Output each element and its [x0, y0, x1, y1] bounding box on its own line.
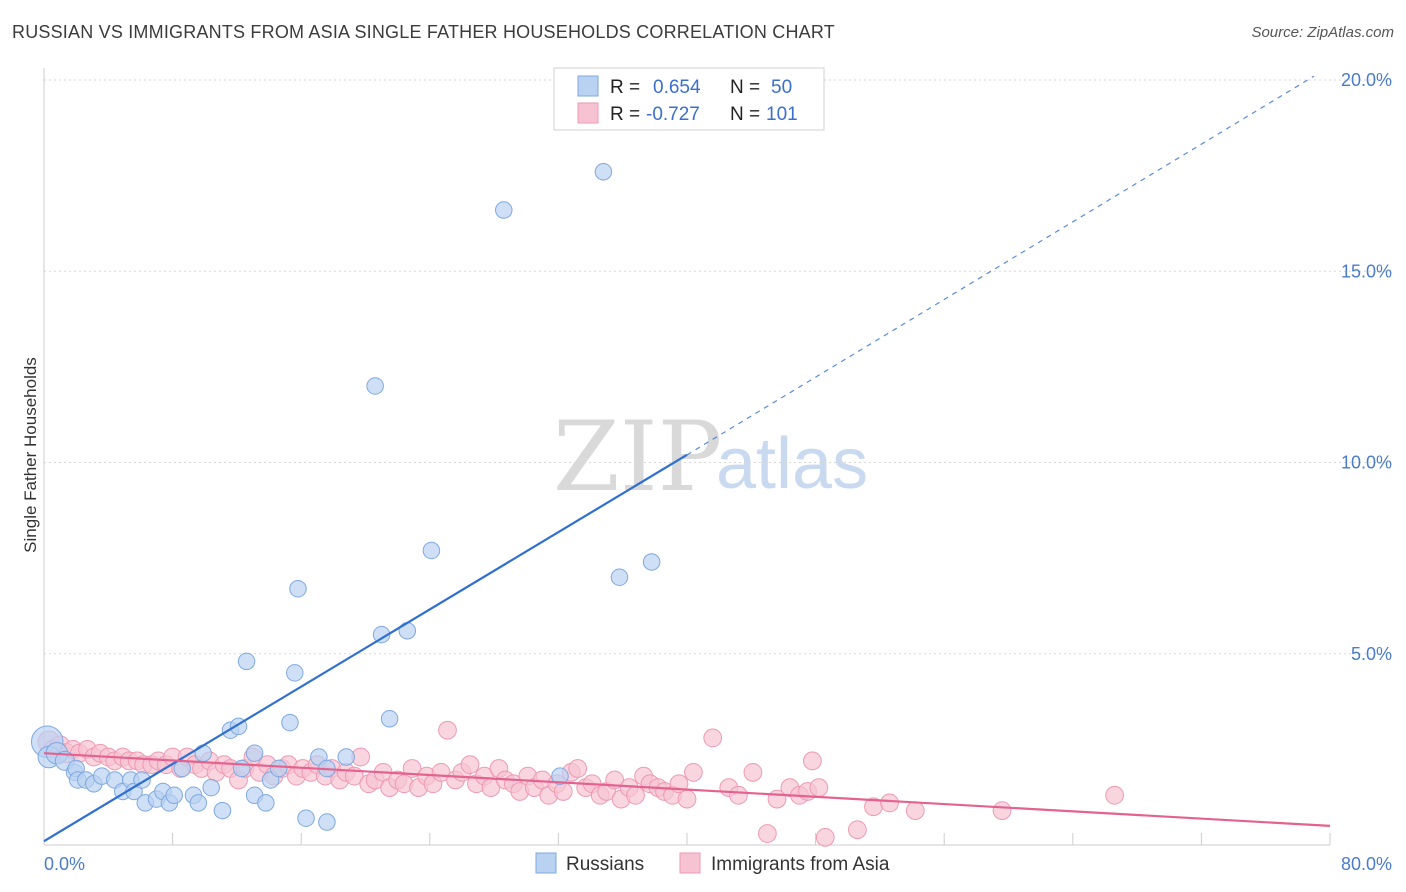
legend-r-value-immigrants: -0.727 [646, 104, 700, 125]
legend-r-value-russians: 0.654 [653, 77, 701, 98]
point-blue-46 [399, 623, 416, 640]
point-blue-52 [643, 554, 660, 571]
point-pink-90 [685, 763, 703, 781]
watermark-zip: ZIP [553, 401, 722, 513]
legend-r-label-russians: R = [610, 77, 640, 98]
x-tick-label-0: 0.0% [44, 854, 85, 874]
point-blue-50 [595, 164, 612, 181]
point-pink-89 [678, 790, 696, 808]
point-pink-107 [993, 802, 1011, 820]
point-pink-74 [569, 760, 587, 778]
bottom-legend-label-russians: Russians [566, 854, 644, 875]
point-blue-42 [338, 749, 355, 766]
legend-swatch-russians [578, 76, 598, 96]
point-blue-40 [319, 814, 336, 831]
point-pink-72 [554, 783, 572, 801]
watermark-atlas: atlas [716, 424, 868, 504]
legend-n-label-immigrants: N = [730, 104, 760, 125]
point-pink-95 [759, 825, 777, 843]
point-pink-91 [704, 729, 722, 747]
point-pink-93 [730, 786, 748, 804]
legend-n-value-russians: 50 [771, 77, 792, 98]
point-blue-43 [367, 378, 384, 395]
point-blue-34 [270, 760, 287, 777]
point-pink-94 [744, 763, 762, 781]
bottom-legend-swatch-immigrants [680, 853, 700, 873]
point-pink-100 [804, 752, 822, 770]
point-blue-32 [258, 795, 275, 812]
point-blue-48 [495, 202, 512, 219]
point-blue-37 [290, 580, 307, 597]
legend-r-label-immigrants: R = [610, 104, 640, 125]
point-blue-22 [190, 795, 207, 812]
trend-line-pink [44, 753, 1330, 826]
scatter-chart: ZIP atlas 5.0%10.0%15.0%20.0% 0.0% 80.0% … [0, 0, 1406, 892]
x-tick-label-1: 80.0% [1341, 854, 1392, 874]
point-pink-108 [1106, 786, 1124, 804]
point-blue-47 [423, 542, 440, 559]
point-blue-36 [287, 665, 304, 682]
point-pink-105 [881, 794, 899, 812]
point-pink-106 [906, 802, 924, 820]
y-tick-label-1: 10.0% [1341, 453, 1392, 473]
y-tick-label-2: 15.0% [1341, 261, 1392, 281]
legend-n-label-russians: N = [730, 77, 760, 98]
point-blue-25 [214, 802, 231, 819]
bottom-legend: Russians Immigrants from Asia [536, 853, 890, 875]
point-blue-51 [611, 569, 628, 586]
point-blue-24 [203, 779, 220, 796]
point-pink-103 [849, 821, 867, 839]
watermark: ZIP atlas [553, 401, 868, 513]
legend-swatch-immigrants [578, 103, 598, 123]
point-blue-29 [238, 653, 255, 670]
y-tick-label-3: 20.0% [1341, 70, 1392, 90]
point-blue-38 [298, 810, 315, 827]
y-axis-label: Single Father Households [21, 357, 40, 553]
point-blue-23 [195, 745, 212, 762]
bottom-legend-swatch-russians [536, 853, 556, 873]
point-blue-30 [246, 745, 263, 762]
point-pink-82 [627, 786, 645, 804]
point-blue-35 [282, 714, 299, 731]
y-tick-labels: 5.0% 10.0% 15.0% 20.0% [1341, 70, 1392, 664]
trend-line-extension-blue [687, 76, 1314, 455]
point-pink-102 [816, 828, 834, 846]
grid-lines [44, 80, 1392, 654]
point-blue-19 [166, 787, 183, 804]
point-pink-101 [810, 779, 828, 797]
point-pink-59 [461, 756, 479, 774]
point-blue-28 [233, 760, 250, 777]
point-blue-44 [381, 711, 398, 728]
point-pink-56 [439, 721, 457, 739]
legend-n-value-immigrants: 101 [766, 104, 798, 125]
stats-legend: R = 0.654 N = 50 R = -0.727 N = 101 [554, 68, 824, 130]
y-tick-label-0: 5.0% [1351, 644, 1392, 664]
bottom-legend-label-immigrants: Immigrants from Asia [711, 854, 890, 875]
